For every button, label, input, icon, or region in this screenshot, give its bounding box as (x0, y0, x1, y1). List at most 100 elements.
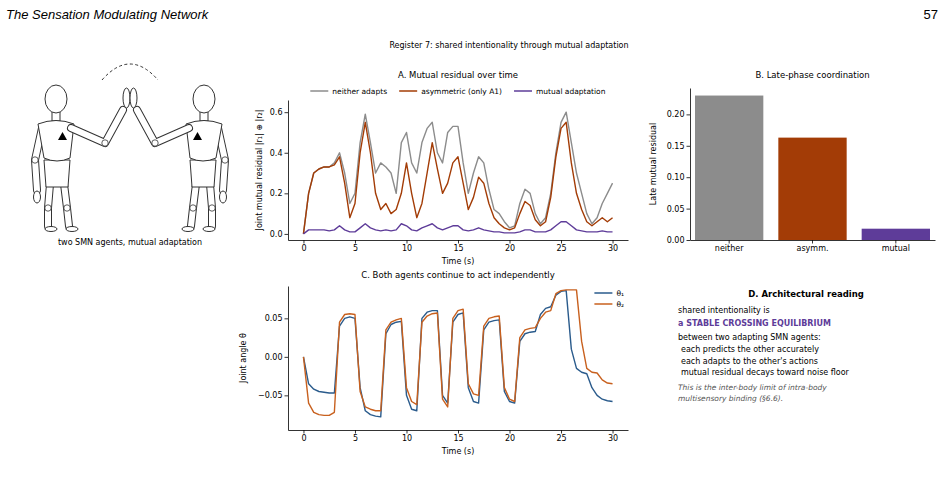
tick-mark (458, 430, 459, 434)
joint (45, 205, 51, 211)
tick: 0.10 (667, 173, 690, 182)
panel-title: A. Mutual residual over time (398, 70, 518, 80)
y-axis: 0.000.050.100.150.20 (667, 89, 691, 246)
tick-mark (285, 357, 289, 358)
tick: 25 (556, 240, 566, 253)
tick: 0.00 (265, 353, 288, 362)
marker (58, 132, 67, 140)
joint (64, 205, 70, 211)
tick-label: 20 (505, 244, 515, 253)
text-line: each adapts to the other's actions (681, 357, 818, 366)
panel-text: D. Architectural readingshared intention… (678, 289, 864, 403)
tick-label: 5 (353, 244, 358, 253)
y-axis-title: Late mutual residual (649, 123, 658, 205)
tick-mark (458, 240, 459, 244)
panel-line: 051015202530−0.050.000.05C. Both agents … (239, 270, 629, 456)
tick-mark (510, 240, 511, 244)
tick-label: 0.0 (270, 230, 283, 239)
tick-mark (285, 112, 289, 113)
tick-mark (687, 114, 691, 115)
tick-label: 0.10 (667, 173, 685, 182)
tick-label: 0.4 (270, 149, 283, 158)
tick-mark (613, 240, 614, 244)
tick: 5 (353, 240, 358, 253)
figure-title: Register 7: shared intentionality throug… (389, 41, 628, 50)
foot (66, 227, 78, 232)
bar (862, 229, 930, 240)
tick: 0.4 (270, 149, 288, 158)
panel-title: C. Both agents continue to act independe… (361, 270, 554, 280)
panel-title: B. Late-phase coordination (755, 70, 869, 80)
tick-label: 25 (556, 244, 566, 253)
joint (152, 140, 158, 146)
foot (203, 227, 215, 232)
hand (34, 191, 41, 203)
series-line (303, 122, 612, 234)
joint (222, 157, 228, 163)
y-axis-title: Joint mutual residual |r₁| ⊕ |r₂| (255, 110, 264, 232)
y-axis: 0.0 0.2 0.4 0.6 (270, 101, 289, 241)
bar (695, 96, 763, 240)
tick: 0.20 (667, 110, 690, 119)
series-line (303, 290, 612, 416)
tick: 5 (353, 430, 358, 443)
limb (137, 110, 189, 143)
tick-label: asymm. (797, 244, 829, 253)
legend-swatch (514, 90, 532, 92)
hand (220, 191, 227, 203)
tick-mark (687, 209, 691, 210)
agent-right (130, 85, 228, 232)
tick-mark (510, 430, 511, 434)
tick-label: neither (715, 244, 744, 253)
y-axis: −0.050.000.05 (258, 287, 289, 431)
hand (130, 88, 137, 108)
marker (193, 132, 202, 140)
text-line: each predicts the other accurately (681, 345, 819, 354)
tick: 0.2 (270, 189, 288, 198)
text-line: shared intentionality is (678, 306, 770, 315)
tick-label: 10 (402, 244, 412, 253)
tick: 30 (608, 240, 618, 253)
tick: asymm. (797, 240, 829, 253)
tick: neither (715, 240, 744, 253)
tick-label: 30 (608, 244, 618, 253)
series-line (303, 291, 612, 417)
foot (45, 227, 57, 232)
tick: mutual (882, 240, 910, 253)
tick-label: 25 (556, 434, 566, 443)
tick: 10 (402, 430, 412, 443)
tick-mark (613, 430, 614, 434)
tick-label: 15 (453, 434, 463, 443)
legend-swatch (310, 90, 328, 92)
tick: 0.6 (270, 108, 288, 117)
tick: 0 (301, 430, 306, 443)
tick-mark (285, 395, 289, 396)
tick-mark (303, 430, 304, 434)
legend-swatch (594, 292, 612, 294)
series-line (303, 222, 612, 234)
foot (182, 227, 194, 232)
tick-label: 0.6 (270, 108, 283, 117)
tick-label: 0.05 (667, 205, 685, 214)
tick: 0 (301, 240, 306, 253)
head (193, 85, 215, 113)
tick-mark (561, 240, 562, 244)
tick-mark (303, 240, 304, 244)
legend-label: mutual adaptation (536, 87, 606, 96)
legend: neither adaptsasymmetric (only A1)mutual… (310, 87, 605, 96)
legend-entry: neither adapts (310, 87, 387, 96)
tick-mark (355, 240, 356, 244)
legend-entry: θ₂ (594, 300, 624, 309)
legend-entry: θ₁ (594, 289, 624, 298)
limb-outline (71, 110, 123, 143)
limb-outline (137, 110, 189, 143)
x-axis: 0 5 10 15 20 25 30 (289, 240, 629, 253)
y-axis-title: Joint angle θ (239, 333, 248, 384)
page-header: The Sensation Modulating Network (6, 7, 210, 22)
tick-mark (285, 193, 289, 194)
tick: 15 (453, 240, 463, 253)
tick-label: 0.2 (270, 189, 283, 198)
tick: 0.0 (270, 230, 288, 239)
tick-mark (561, 430, 562, 434)
plot-area (303, 290, 612, 417)
